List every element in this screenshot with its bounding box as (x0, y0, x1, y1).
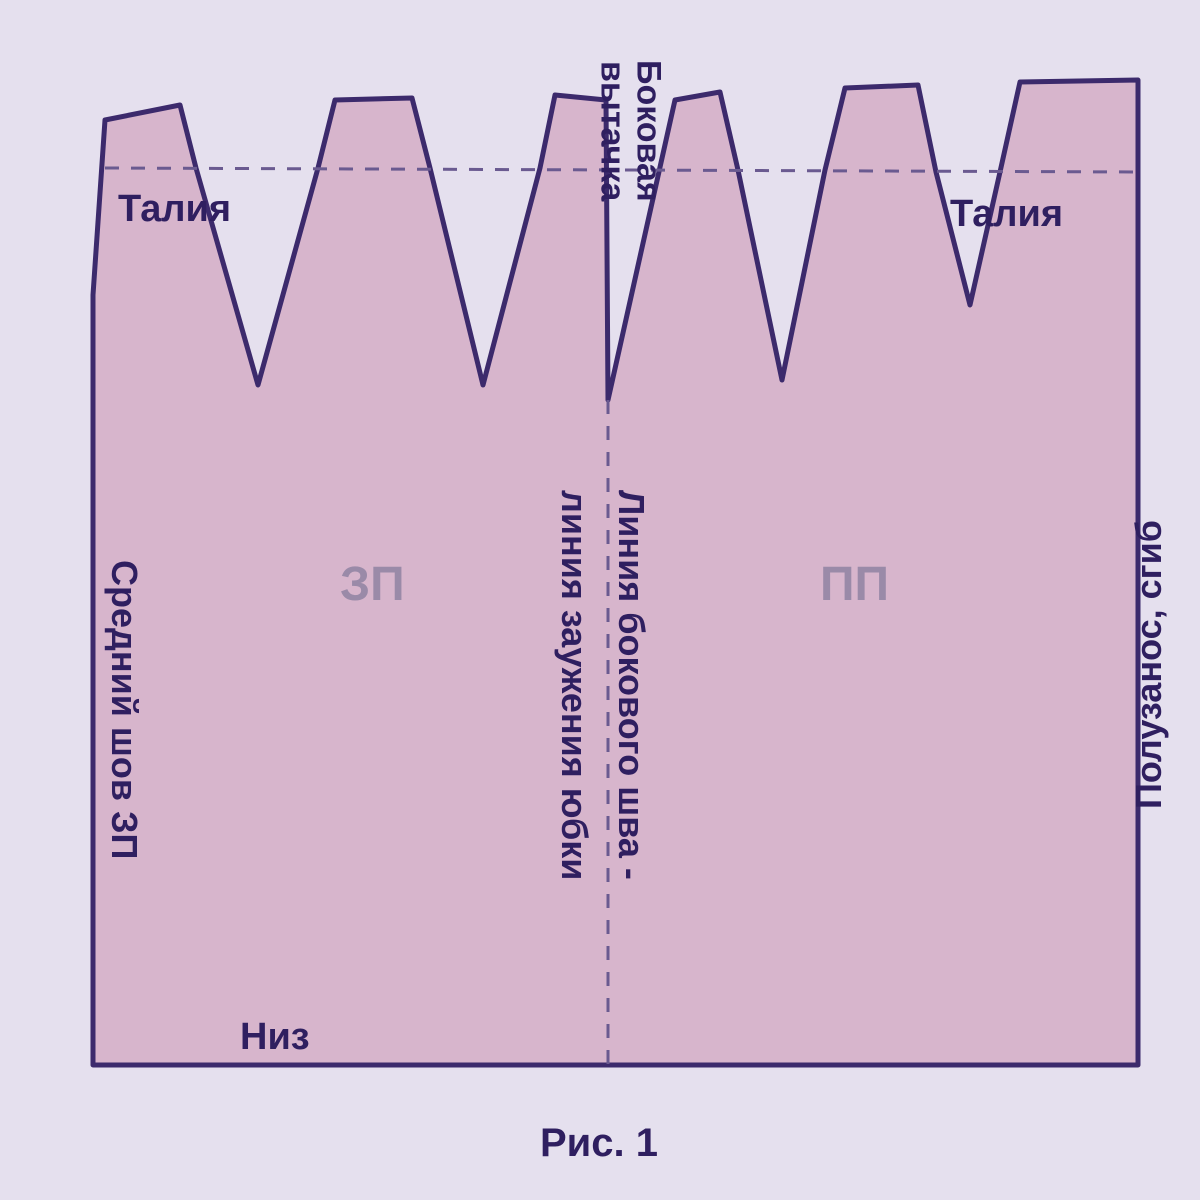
label-taper_line: линия заужения юбки (555, 490, 593, 880)
label-side_seam_ln: Линия бокового шва - (612, 490, 650, 880)
label-side_dart: Боковаявытачка (594, 60, 665, 202)
diagram-stage: Талия Талия Боковаявытачка ЗП ПП Средний шов … (0, 0, 1200, 1200)
label-fold: Полузанос, сгиб (1130, 520, 1168, 809)
label-waist_left: Талия (118, 190, 231, 230)
label-waist_right: Талия (950, 195, 1063, 235)
label-caption: Рис. 1 (540, 1122, 658, 1164)
label-pp: ПП (820, 560, 889, 610)
label-center_seam: Средний шов ЗП (105, 560, 143, 859)
label-hem: Низ (240, 1018, 310, 1058)
label-zp: ЗП (340, 560, 405, 610)
